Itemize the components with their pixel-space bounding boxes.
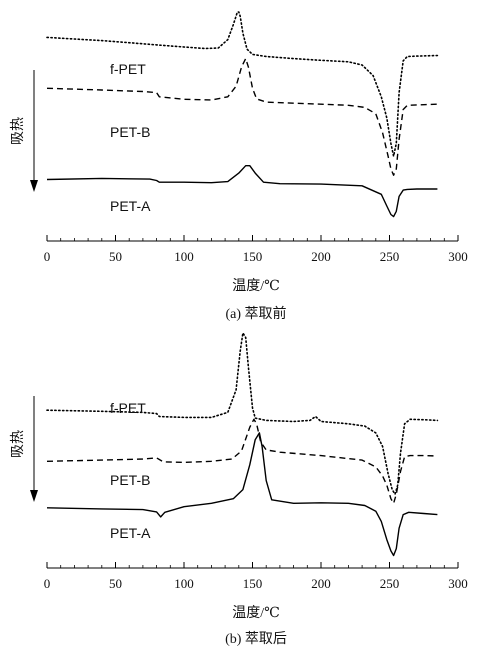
x-tick-label: 300 <box>448 576 468 591</box>
x-axis: 0 50 100 150 200 250 300 <box>44 562 468 591</box>
x-tick-label: 150 <box>243 576 263 591</box>
x-tick-label: 200 <box>311 249 331 264</box>
x-tick-label: 0 <box>44 576 51 591</box>
series-line-pet-b <box>46 57 438 176</box>
series-label-f-pet: f-PET <box>110 400 146 416</box>
x-tick-label: 50 <box>109 249 122 264</box>
series-line-pet-b <box>46 418 438 504</box>
series-label-pet-b: PET-B <box>110 472 150 488</box>
x-tick-label: 50 <box>109 576 122 591</box>
series-line-f-pet <box>46 332 439 495</box>
plot-area <box>46 11 439 218</box>
down-arrow-icon <box>30 180 38 192</box>
series-label-f-pet: f-PET <box>110 61 146 77</box>
series-line-f-pet <box>46 11 439 157</box>
panel-a: 吸热 f-PET PET-B PET-A 0 50 100 150 200 250 300 … <box>10 11 468 322</box>
x-axis: 0 50 100 150 200 250 300 <box>44 235 468 264</box>
x-tick-label: 150 <box>243 249 263 264</box>
y-axis-title: 吸热 <box>10 430 26 458</box>
series-label-pet-a: PET-A <box>110 198 151 214</box>
x-tick-label: 250 <box>380 576 400 591</box>
panel-b: 吸热 f-PET PET-B PET-A 0 50 100 150 200 250 300 … <box>10 332 468 647</box>
series-label-pet-b: PET-B <box>110 124 150 140</box>
x-tick-label: 100 <box>174 576 194 591</box>
x-tick-label: 250 <box>380 249 400 264</box>
y-axis-title: 吸热 <box>10 117 26 145</box>
x-tick-label: 100 <box>174 249 194 264</box>
x-axis-title: 温度/℃ <box>232 278 280 294</box>
endotherm-y-label: 吸热 <box>10 396 38 502</box>
series-line-pet-a <box>46 432 438 557</box>
x-tick-label: 200 <box>311 576 331 591</box>
down-arrow-icon <box>30 490 38 502</box>
x-tick-label: 0 <box>44 249 51 264</box>
series-label-pet-a: PET-A <box>110 525 151 541</box>
panel-caption: (a) 萃取前 <box>225 305 286 322</box>
panel-caption: (b) 萃取后 <box>225 631 287 647</box>
x-axis-title: 温度/℃ <box>232 605 280 621</box>
endotherm-y-label: 吸热 <box>10 70 38 192</box>
plot-area <box>46 332 439 557</box>
x-tick-label: 300 <box>448 249 468 264</box>
series-line-pet-a <box>46 165 438 218</box>
